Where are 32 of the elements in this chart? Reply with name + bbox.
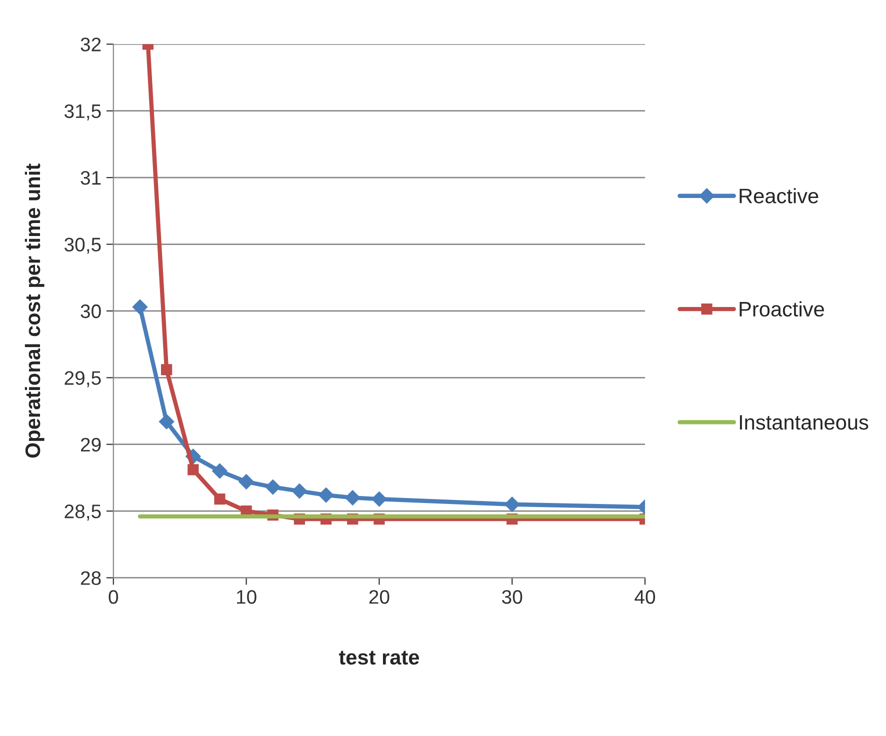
x-tick-label: 10 — [236, 590, 256, 604]
point — [318, 487, 334, 503]
y-axis-title: Operational cost per time unit — [24, 164, 44, 458]
y-tick-label: 32 — [80, 38, 101, 52]
x-tick-label: 30 — [502, 590, 522, 604]
point — [214, 494, 226, 505]
point — [212, 463, 228, 479]
point — [344, 490, 360, 506]
y-tick-label: 31 — [80, 171, 101, 185]
x-axis-title: test rate — [338, 650, 420, 665]
y-tick-label: 29,5 — [64, 371, 101, 388]
point — [504, 496, 520, 512]
point — [238, 474, 254, 490]
x-tick-label: 20 — [369, 590, 390, 604]
point — [188, 464, 199, 476]
point — [161, 364, 172, 376]
point — [371, 491, 388, 507]
point — [132, 299, 148, 315]
x-tick-label: 40 — [634, 590, 656, 604]
y-tick-label: 30,5 — [64, 238, 101, 254]
y-tick-label: 28 — [80, 571, 101, 585]
legend-label: Instantaneous — [740, 415, 868, 430]
point — [265, 479, 281, 495]
x-tick-label: 0 — [108, 590, 118, 604]
y-tick-label: 31,5 — [64, 104, 101, 120]
point — [292, 483, 308, 499]
legend-label: Proactive — [740, 301, 824, 317]
legend-label: Reactive — [740, 188, 818, 204]
y-tick-label: 28,5 — [64, 504, 101, 521]
y-tick-label: 30 — [80, 304, 101, 318]
y-tick-label: 29 — [80, 438, 101, 452]
point — [158, 414, 174, 430]
